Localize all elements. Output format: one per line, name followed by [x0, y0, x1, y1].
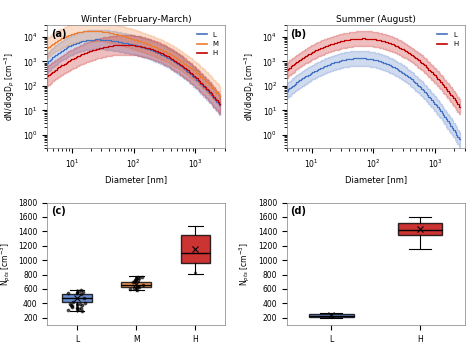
- Y-axis label: N$_{pts}$ [cm$^{-3}$]: N$_{pts}$ [cm$^{-3}$]: [0, 242, 13, 286]
- Point: [67, 302, 75, 308]
- Text: (d): (d): [291, 206, 307, 216]
- Point: [75, 288, 83, 294]
- Point: [131, 278, 139, 284]
- Point: [140, 282, 147, 287]
- Point: [79, 289, 86, 295]
- Point: [78, 305, 85, 311]
- Text: (a): (a): [51, 29, 66, 39]
- Point: [133, 276, 140, 282]
- Point: [66, 301, 73, 307]
- Point: [73, 290, 81, 295]
- PathPatch shape: [309, 314, 354, 317]
- Point: [136, 284, 143, 290]
- X-axis label: Diameter [nm]: Diameter [nm]: [345, 175, 407, 184]
- Y-axis label: dN/dlogD$_p$ [cm$^{-3}$]: dN/dlogD$_p$ [cm$^{-3}$]: [242, 52, 257, 121]
- Point: [76, 301, 84, 306]
- Point: [78, 308, 86, 313]
- Point: [135, 275, 143, 281]
- Text: (c): (c): [51, 206, 66, 216]
- Point: [75, 306, 83, 312]
- Point: [64, 290, 72, 296]
- Title: Winter (February-March): Winter (February-March): [81, 16, 191, 25]
- Point: [134, 274, 142, 280]
- Legend: L, M, H: L, M, H: [194, 29, 221, 59]
- Point: [73, 305, 81, 310]
- Point: [126, 286, 134, 292]
- Point: [68, 304, 76, 310]
- Legend: L, H: L, H: [434, 29, 461, 50]
- Point: [78, 303, 85, 308]
- Point: [130, 285, 137, 291]
- Point: [81, 295, 88, 301]
- Point: [135, 277, 142, 282]
- PathPatch shape: [121, 282, 151, 287]
- Y-axis label: N$_{pts}$ [cm$^{-3}$]: N$_{pts}$ [cm$^{-3}$]: [238, 242, 252, 286]
- Point: [77, 291, 84, 297]
- Point: [138, 274, 146, 279]
- Point: [133, 287, 141, 292]
- PathPatch shape: [62, 294, 92, 302]
- Title: Summer (August): Summer (August): [336, 16, 416, 25]
- Text: (b): (b): [291, 29, 307, 39]
- Y-axis label: dN/dlogD$_p$ [cm$^{-3}$]: dN/dlogD$_p$ [cm$^{-3}$]: [3, 52, 17, 121]
- Point: [68, 303, 75, 309]
- Point: [64, 307, 72, 313]
- X-axis label: Diameter [nm]: Diameter [nm]: [105, 175, 167, 184]
- Point: [129, 279, 137, 284]
- PathPatch shape: [398, 223, 442, 235]
- Point: [133, 284, 140, 290]
- Point: [77, 287, 85, 293]
- Point: [70, 299, 77, 305]
- Point: [131, 277, 139, 283]
- PathPatch shape: [181, 235, 210, 263]
- Point: [81, 300, 89, 306]
